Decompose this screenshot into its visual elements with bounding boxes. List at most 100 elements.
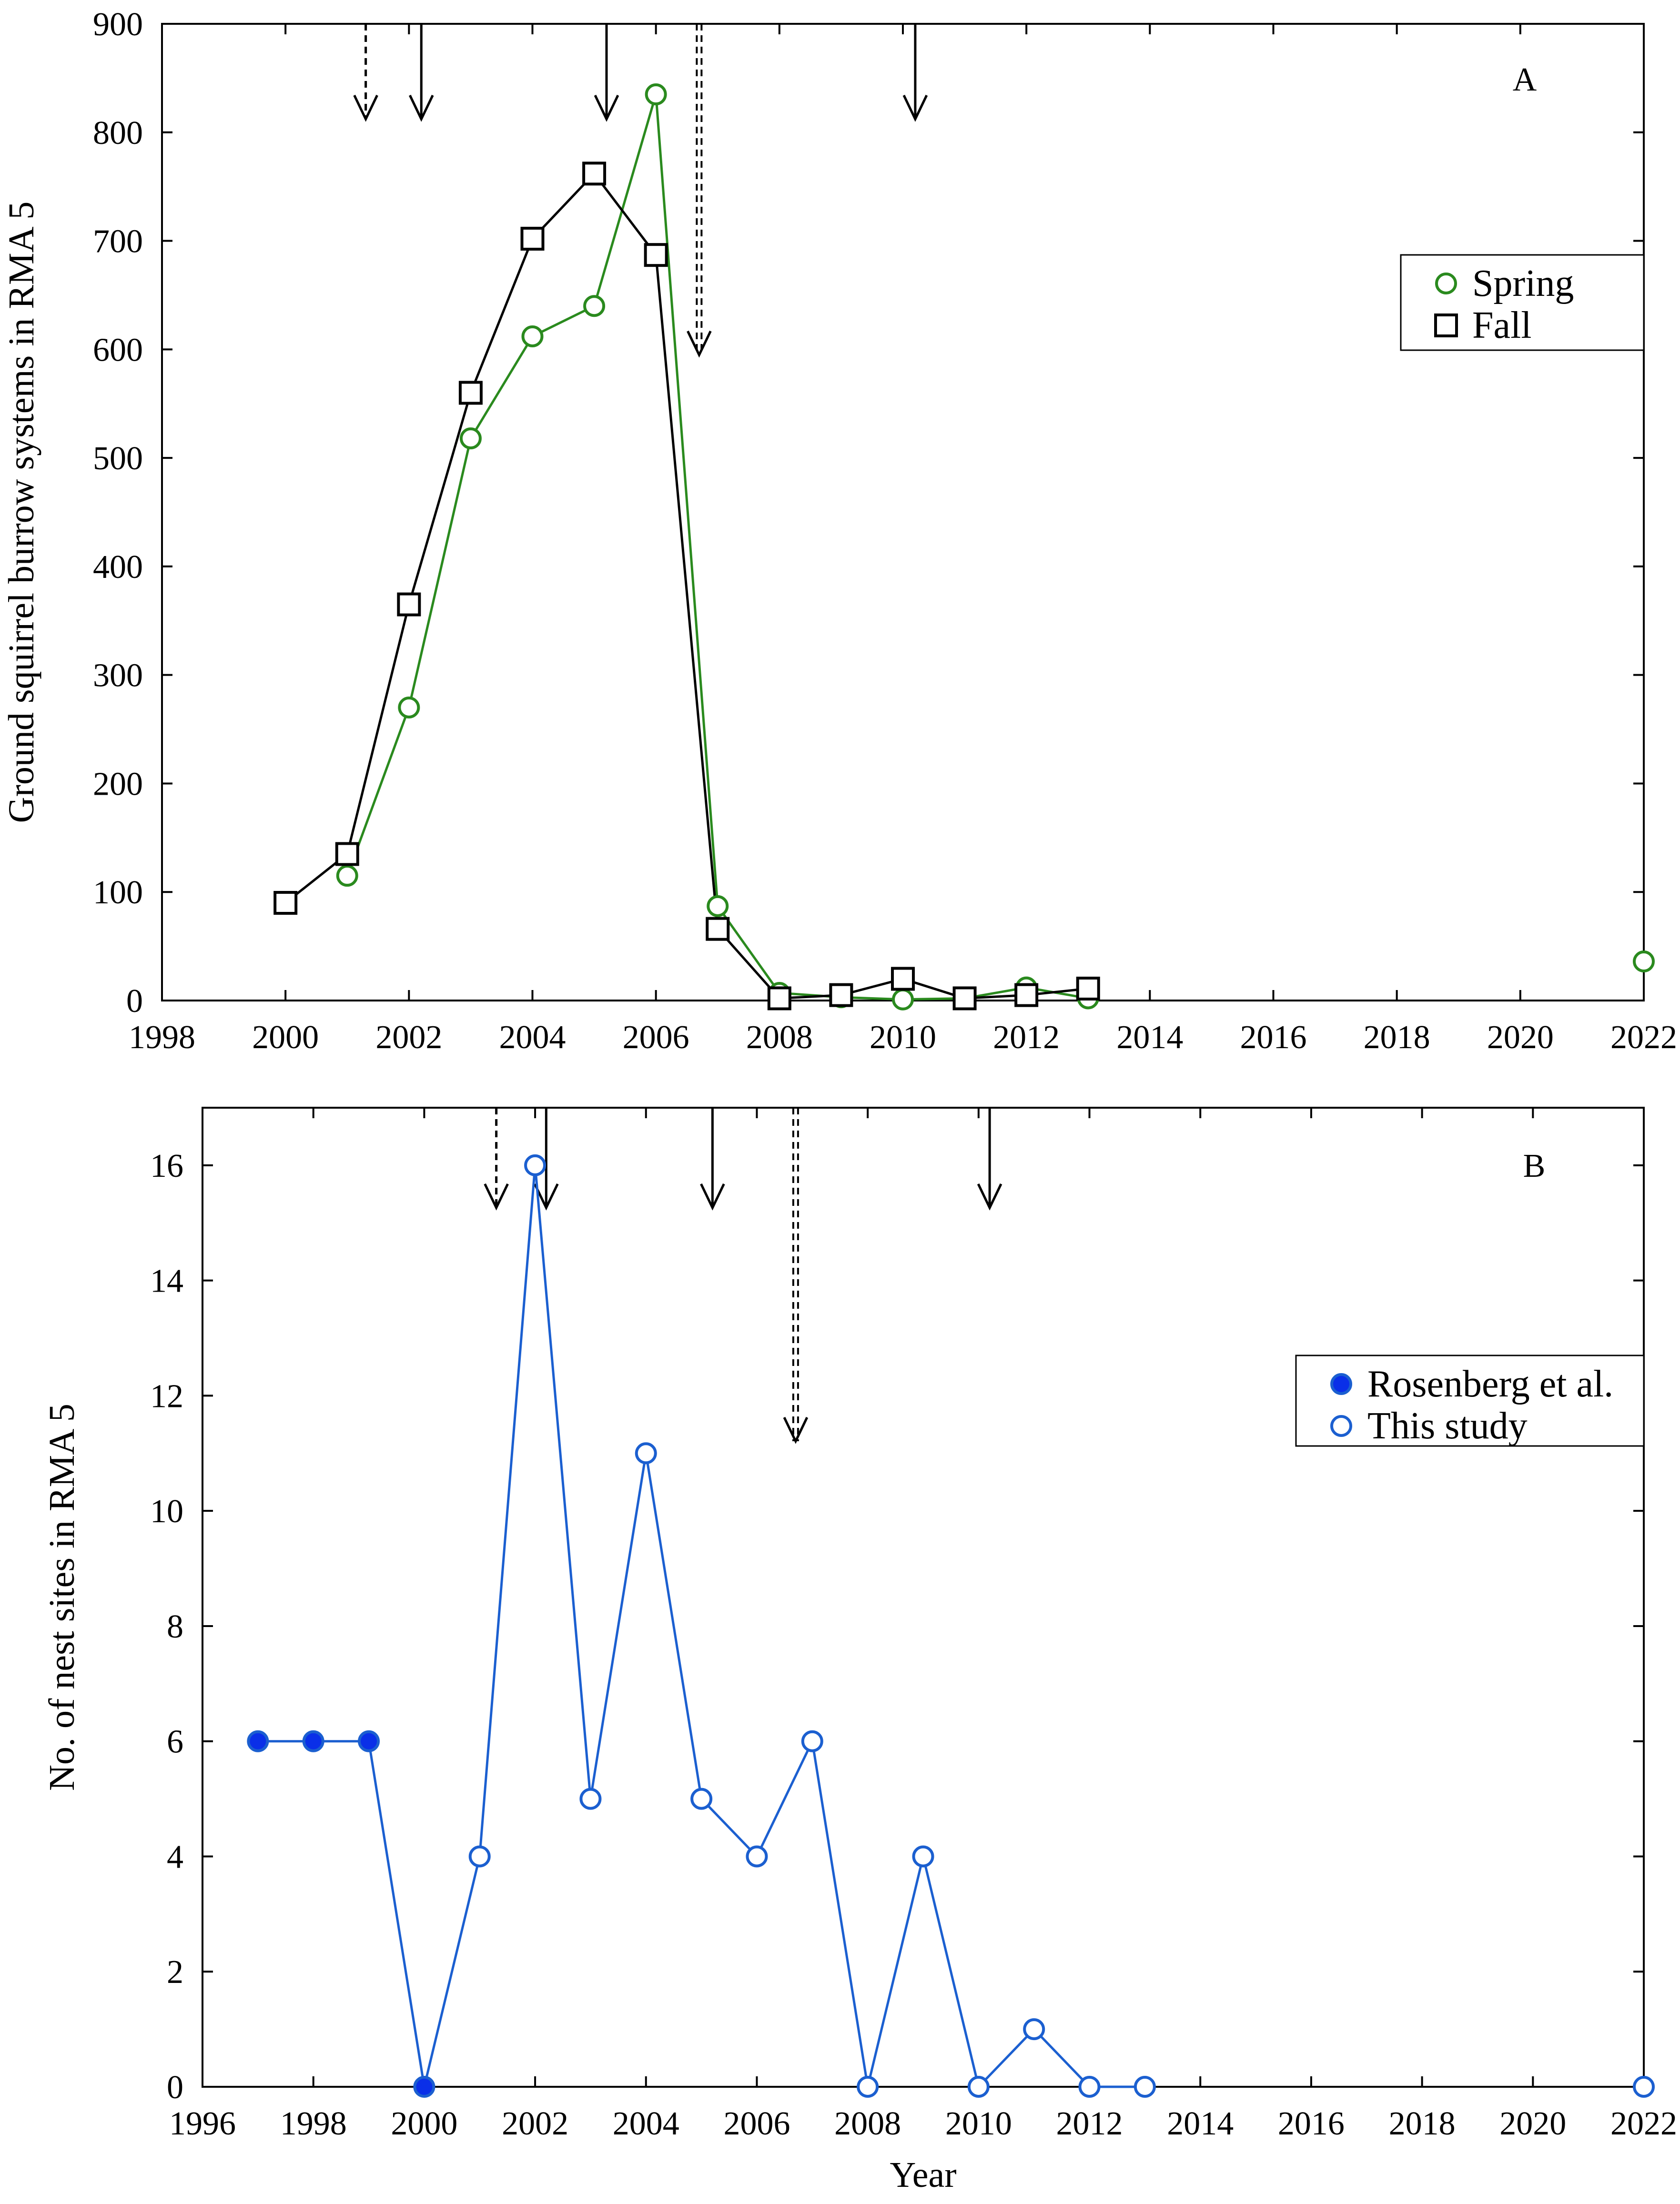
y-tick-label: 300 — [93, 657, 143, 694]
y-tick-label: 800 — [93, 115, 143, 152]
y-tick-label: 400 — [93, 549, 143, 586]
x-tick-label: 2000 — [391, 2105, 457, 2142]
y-tick-label: 4 — [167, 1839, 183, 1875]
y-tick-label: 16 — [150, 1148, 183, 1184]
data-point — [579, 1788, 602, 1810]
data-point — [302, 1730, 324, 1752]
legend-label: This study — [1367, 1405, 1528, 1447]
x-tick-label: 2000 — [252, 1019, 319, 1056]
data-point — [892, 988, 914, 1011]
panel-letter: B — [1523, 1148, 1546, 1184]
data-point — [857, 2076, 879, 2098]
event-arrow-head — [408, 94, 434, 122]
data-point — [706, 917, 730, 941]
x-tick-label: 2008 — [834, 2105, 901, 2142]
x-tick-label: 2008 — [746, 1019, 813, 1056]
event-arrow-head — [977, 1183, 1002, 1211]
data-point — [644, 243, 668, 267]
data-point — [458, 381, 483, 405]
y-tick-label: 2 — [167, 1954, 183, 1991]
data-point — [967, 2076, 990, 2098]
y-tick-label: 8 — [167, 1608, 183, 1645]
series-line-this-study — [478, 1165, 1145, 2090]
x-tick-label: 2012 — [993, 1019, 1060, 1056]
legend-label: Rosenberg et al. — [1367, 1363, 1613, 1405]
y-tick-label: 6 — [167, 1724, 183, 1760]
y-tick-label: 14 — [150, 1263, 183, 1300]
x-tick-label: 2012 — [1056, 2105, 1123, 2142]
panel-a-chart: 1998 2000 2002 2004 2006 2008 2010 2012 2014 2016… — [1, 6, 1677, 1056]
data-point — [397, 592, 421, 617]
x-tick-label: 2006 — [723, 2105, 790, 2142]
x-tick-label: 2010 — [945, 2105, 1012, 2142]
data-point — [521, 325, 544, 347]
panel-b-chart: 1996 1998 2000 2002 2004 2006 2008 2010 2012 2014… — [42, 1107, 1677, 2195]
data-point — [358, 1730, 380, 1752]
data-point — [635, 1442, 657, 1465]
event-arrow-head — [902, 94, 928, 122]
data-point — [335, 842, 359, 866]
y-tick-label: 200 — [93, 766, 143, 802]
x-tick-label: 2004 — [613, 2105, 679, 2142]
data-point — [1014, 983, 1039, 1007]
panel-letter: A — [1513, 61, 1537, 98]
x-tick-label: 2016 — [1278, 2105, 1345, 2142]
x-tick-label: 2014 — [1167, 2105, 1234, 2142]
x-tick-label: 2022 — [1610, 2105, 1677, 2142]
x-tick-label: 2010 — [870, 1019, 936, 1056]
y-tick-label: 10 — [150, 1493, 183, 1530]
x-tick-label: 2002 — [375, 1019, 442, 1056]
data-point — [1023, 2018, 1045, 2041]
event-arrow-head — [594, 94, 619, 122]
y-tick-label: 500 — [93, 440, 143, 477]
data-point — [767, 986, 791, 1011]
data-point — [247, 1730, 269, 1752]
series-line-rosenberg-et-al- — [258, 1740, 425, 2087]
data-point — [912, 1845, 934, 1868]
x-tick-label: 1998 — [129, 1019, 195, 1056]
data-point — [1133, 2076, 1156, 2098]
x-tick-label: 2014 — [1116, 1019, 1183, 1056]
data-point — [398, 697, 420, 718]
legend-marker — [1330, 1415, 1352, 1437]
event-arrow-head — [687, 330, 712, 358]
plot-frame — [202, 1107, 1645, 2088]
y-tick-label: 0 — [167, 2069, 183, 2106]
data-point — [583, 295, 606, 317]
legend-marker — [1435, 273, 1457, 294]
x-tick-label: 2016 — [1240, 1019, 1307, 1056]
legend-label: Spring — [1472, 263, 1574, 304]
data-point — [336, 865, 358, 887]
data-point — [582, 162, 607, 186]
data-point — [524, 1154, 547, 1176]
data-point — [413, 2076, 435, 2098]
y-tick-label: 100 — [93, 874, 143, 911]
x-tick-label: 2020 — [1499, 2105, 1566, 2142]
x-tick-label: 2004 — [499, 1019, 566, 1056]
series-line-spring — [346, 94, 1089, 1001]
y-tick-label: 600 — [93, 332, 143, 368]
legend-box — [1295, 1355, 1645, 1447]
data-point — [1633, 2076, 1655, 2098]
x-tick-label: 2022 — [1610, 1019, 1677, 1056]
y-tick-label: 900 — [93, 6, 143, 43]
x-tick-label: 2006 — [623, 1019, 689, 1056]
data-point — [707, 895, 729, 917]
data-point — [952, 986, 977, 1011]
data-point — [468, 1845, 491, 1868]
x-tick-label: 2018 — [1364, 1019, 1430, 1056]
event-arrow-head — [783, 1416, 809, 1444]
data-point — [645, 83, 667, 106]
y-tick-label: 700 — [93, 223, 143, 260]
legend-marker — [1434, 313, 1458, 337]
data-point — [829, 983, 853, 1007]
y-axis-title: Ground squirrel burrow systems in RMA 5 — [1, 202, 41, 823]
event-arrow-head — [353, 94, 378, 122]
data-point — [801, 1730, 823, 1752]
data-point — [273, 891, 298, 915]
x-axis-title: Year — [890, 2155, 956, 2195]
data-point — [891, 967, 915, 991]
event-arrow-head — [700, 1183, 725, 1211]
plot-frame — [161, 23, 1645, 1001]
